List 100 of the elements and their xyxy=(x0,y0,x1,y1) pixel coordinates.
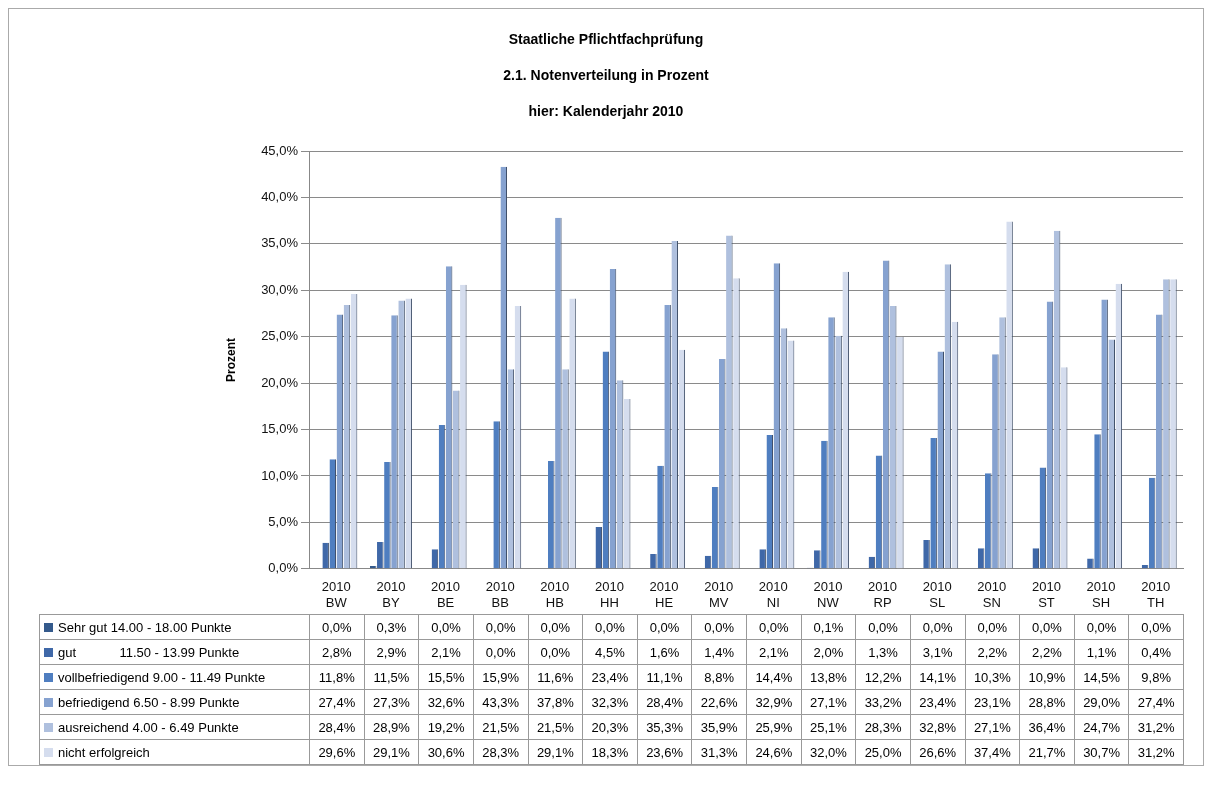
data-label: 0,0% xyxy=(528,614,583,640)
data-label: 23,4% xyxy=(910,689,965,715)
data-label: 26,6% xyxy=(910,739,965,765)
legend-label: vollbefriedigend 9.00 - 11.49 Punkte xyxy=(39,664,310,690)
data-label: 0,0% xyxy=(965,614,1020,640)
data-label: 0,0% xyxy=(746,614,802,640)
data-label: 31,3% xyxy=(691,739,747,765)
x-tick-label: 2010 BW xyxy=(321,579,351,610)
data-label: 1,6% xyxy=(637,639,692,665)
data-label: 0,0% xyxy=(910,614,965,640)
y-tick-label: 5,0% xyxy=(268,513,299,529)
data-label: 13,8% xyxy=(801,664,856,690)
data-label: 28,4% xyxy=(309,714,365,740)
legend-label: ausreichend 4.00 - 6.49 Punkte xyxy=(39,714,310,740)
x-tick-label: 2010 BY xyxy=(376,579,406,610)
data-label: 21,5% xyxy=(528,714,583,740)
data-label: 2,9% xyxy=(364,639,419,665)
x-tick-label: 2010 ST xyxy=(1031,579,1061,610)
y-axis-title: Prozent xyxy=(223,337,238,382)
data-label: 11,5% xyxy=(364,664,419,690)
data-label: 0,0% xyxy=(1128,614,1184,640)
y-tick-label: 0,0% xyxy=(268,560,299,576)
data-label: 10,3% xyxy=(965,664,1020,690)
data-label: 8,8% xyxy=(691,664,747,690)
x-tick-label: 2010 NI xyxy=(758,579,788,610)
y-tick-label: 20,0% xyxy=(261,374,299,390)
data-label: 31,2% xyxy=(1128,714,1184,740)
data-label: 11,1% xyxy=(637,664,692,690)
y-tick-label: 45,0% xyxy=(261,142,299,158)
data-label: 32,3% xyxy=(582,689,638,715)
data-label: 23,1% xyxy=(965,689,1020,715)
data-label: 15,5% xyxy=(418,664,474,690)
x-tick-label: 2010 MV xyxy=(704,579,734,610)
data-label: 36,4% xyxy=(1019,714,1075,740)
data-label: 19,2% xyxy=(418,714,474,740)
x-tick-label: 2010 HE xyxy=(649,579,679,610)
data-label: 0,0% xyxy=(473,639,528,665)
data-label: 28,9% xyxy=(364,714,419,740)
data-label: 23,6% xyxy=(637,739,692,765)
data-label: 20,3% xyxy=(582,714,638,740)
legend-label: gut 11.50 - 13.99 Punkte xyxy=(39,639,310,665)
y-tick-label: 40,0% xyxy=(261,189,299,204)
x-tick-label: 2010 SH xyxy=(1086,579,1116,610)
data-label: 14,4% xyxy=(746,664,802,690)
x-tick-label: 2010 RP xyxy=(868,579,898,610)
data-label: 28,4% xyxy=(637,689,692,715)
x-tick-label: 2010 BE xyxy=(431,579,461,610)
data-label: 23,4% xyxy=(582,664,638,690)
data-label: 27,1% xyxy=(801,689,856,715)
data-label: 29,0% xyxy=(1074,689,1129,715)
legend-label: Sehr gut 14.00 - 18.00 Punkte xyxy=(39,614,310,640)
data-label: 32,0% xyxy=(801,739,856,765)
data-label: 27,1% xyxy=(965,714,1020,740)
y-tick-label: 15,0% xyxy=(261,421,299,437)
data-label: 24,7% xyxy=(1074,714,1129,740)
data-label: 37,8% xyxy=(528,689,583,715)
data-label: 28,3% xyxy=(855,714,911,740)
data-label: 32,8% xyxy=(910,714,965,740)
data-label: 25,0% xyxy=(855,739,911,765)
data-label: 12,2% xyxy=(855,664,911,690)
data-label: 27,4% xyxy=(309,689,365,715)
data-label: 0,0% xyxy=(855,614,911,640)
data-label: 9,8% xyxy=(1128,664,1184,690)
data-label: 35,9% xyxy=(691,714,747,740)
data-label: 30,6% xyxy=(418,739,474,765)
data-label: 35,3% xyxy=(637,714,692,740)
data-label: 18,3% xyxy=(582,739,638,765)
data-label: 1,3% xyxy=(855,639,911,665)
data-label: 15,9% xyxy=(473,664,528,690)
data-label: 31,2% xyxy=(1128,739,1184,765)
data-label: 0,0% xyxy=(1019,614,1075,640)
data-label: 0,1% xyxy=(801,614,856,640)
data-label: 2,2% xyxy=(1019,639,1075,665)
data-label: 3,1% xyxy=(910,639,965,665)
data-label: 0,0% xyxy=(473,614,528,640)
data-label: 25,1% xyxy=(801,714,856,740)
x-tick-label: 2010 SN xyxy=(977,579,1007,610)
data-label: 29,6% xyxy=(309,739,365,765)
legend-label: nicht erfolgreich xyxy=(39,739,310,765)
data-label: 14,5% xyxy=(1074,664,1129,690)
data-label: 1,4% xyxy=(691,639,747,665)
y-tick-label: 30,0% xyxy=(261,281,299,297)
data-label: 21,7% xyxy=(1019,739,1075,765)
data-label: 11,6% xyxy=(528,664,583,690)
data-label: 1,1% xyxy=(1074,639,1129,665)
chart-title: Staatliche Pflichtfachprüfung xyxy=(507,30,705,49)
data-label: 25,9% xyxy=(746,714,802,740)
data-label: 30,7% xyxy=(1074,739,1129,765)
data-label: 22,6% xyxy=(691,689,747,715)
data-label: 0,0% xyxy=(637,614,692,640)
legend-label: befriedigend 6.50 - 8.99 Punkte xyxy=(39,689,310,715)
data-label: 4,5% xyxy=(582,639,638,665)
data-label: 14,1% xyxy=(910,664,965,690)
data-label: 0,0% xyxy=(528,639,583,665)
data-label: 24,6% xyxy=(746,739,802,765)
data-label: 0,0% xyxy=(309,614,365,640)
data-label: 2,1% xyxy=(418,639,474,665)
data-label: 21,5% xyxy=(473,714,528,740)
data-label: 2,0% xyxy=(801,639,856,665)
text: hier: Kalenderjahr 2010 xyxy=(527,102,685,121)
